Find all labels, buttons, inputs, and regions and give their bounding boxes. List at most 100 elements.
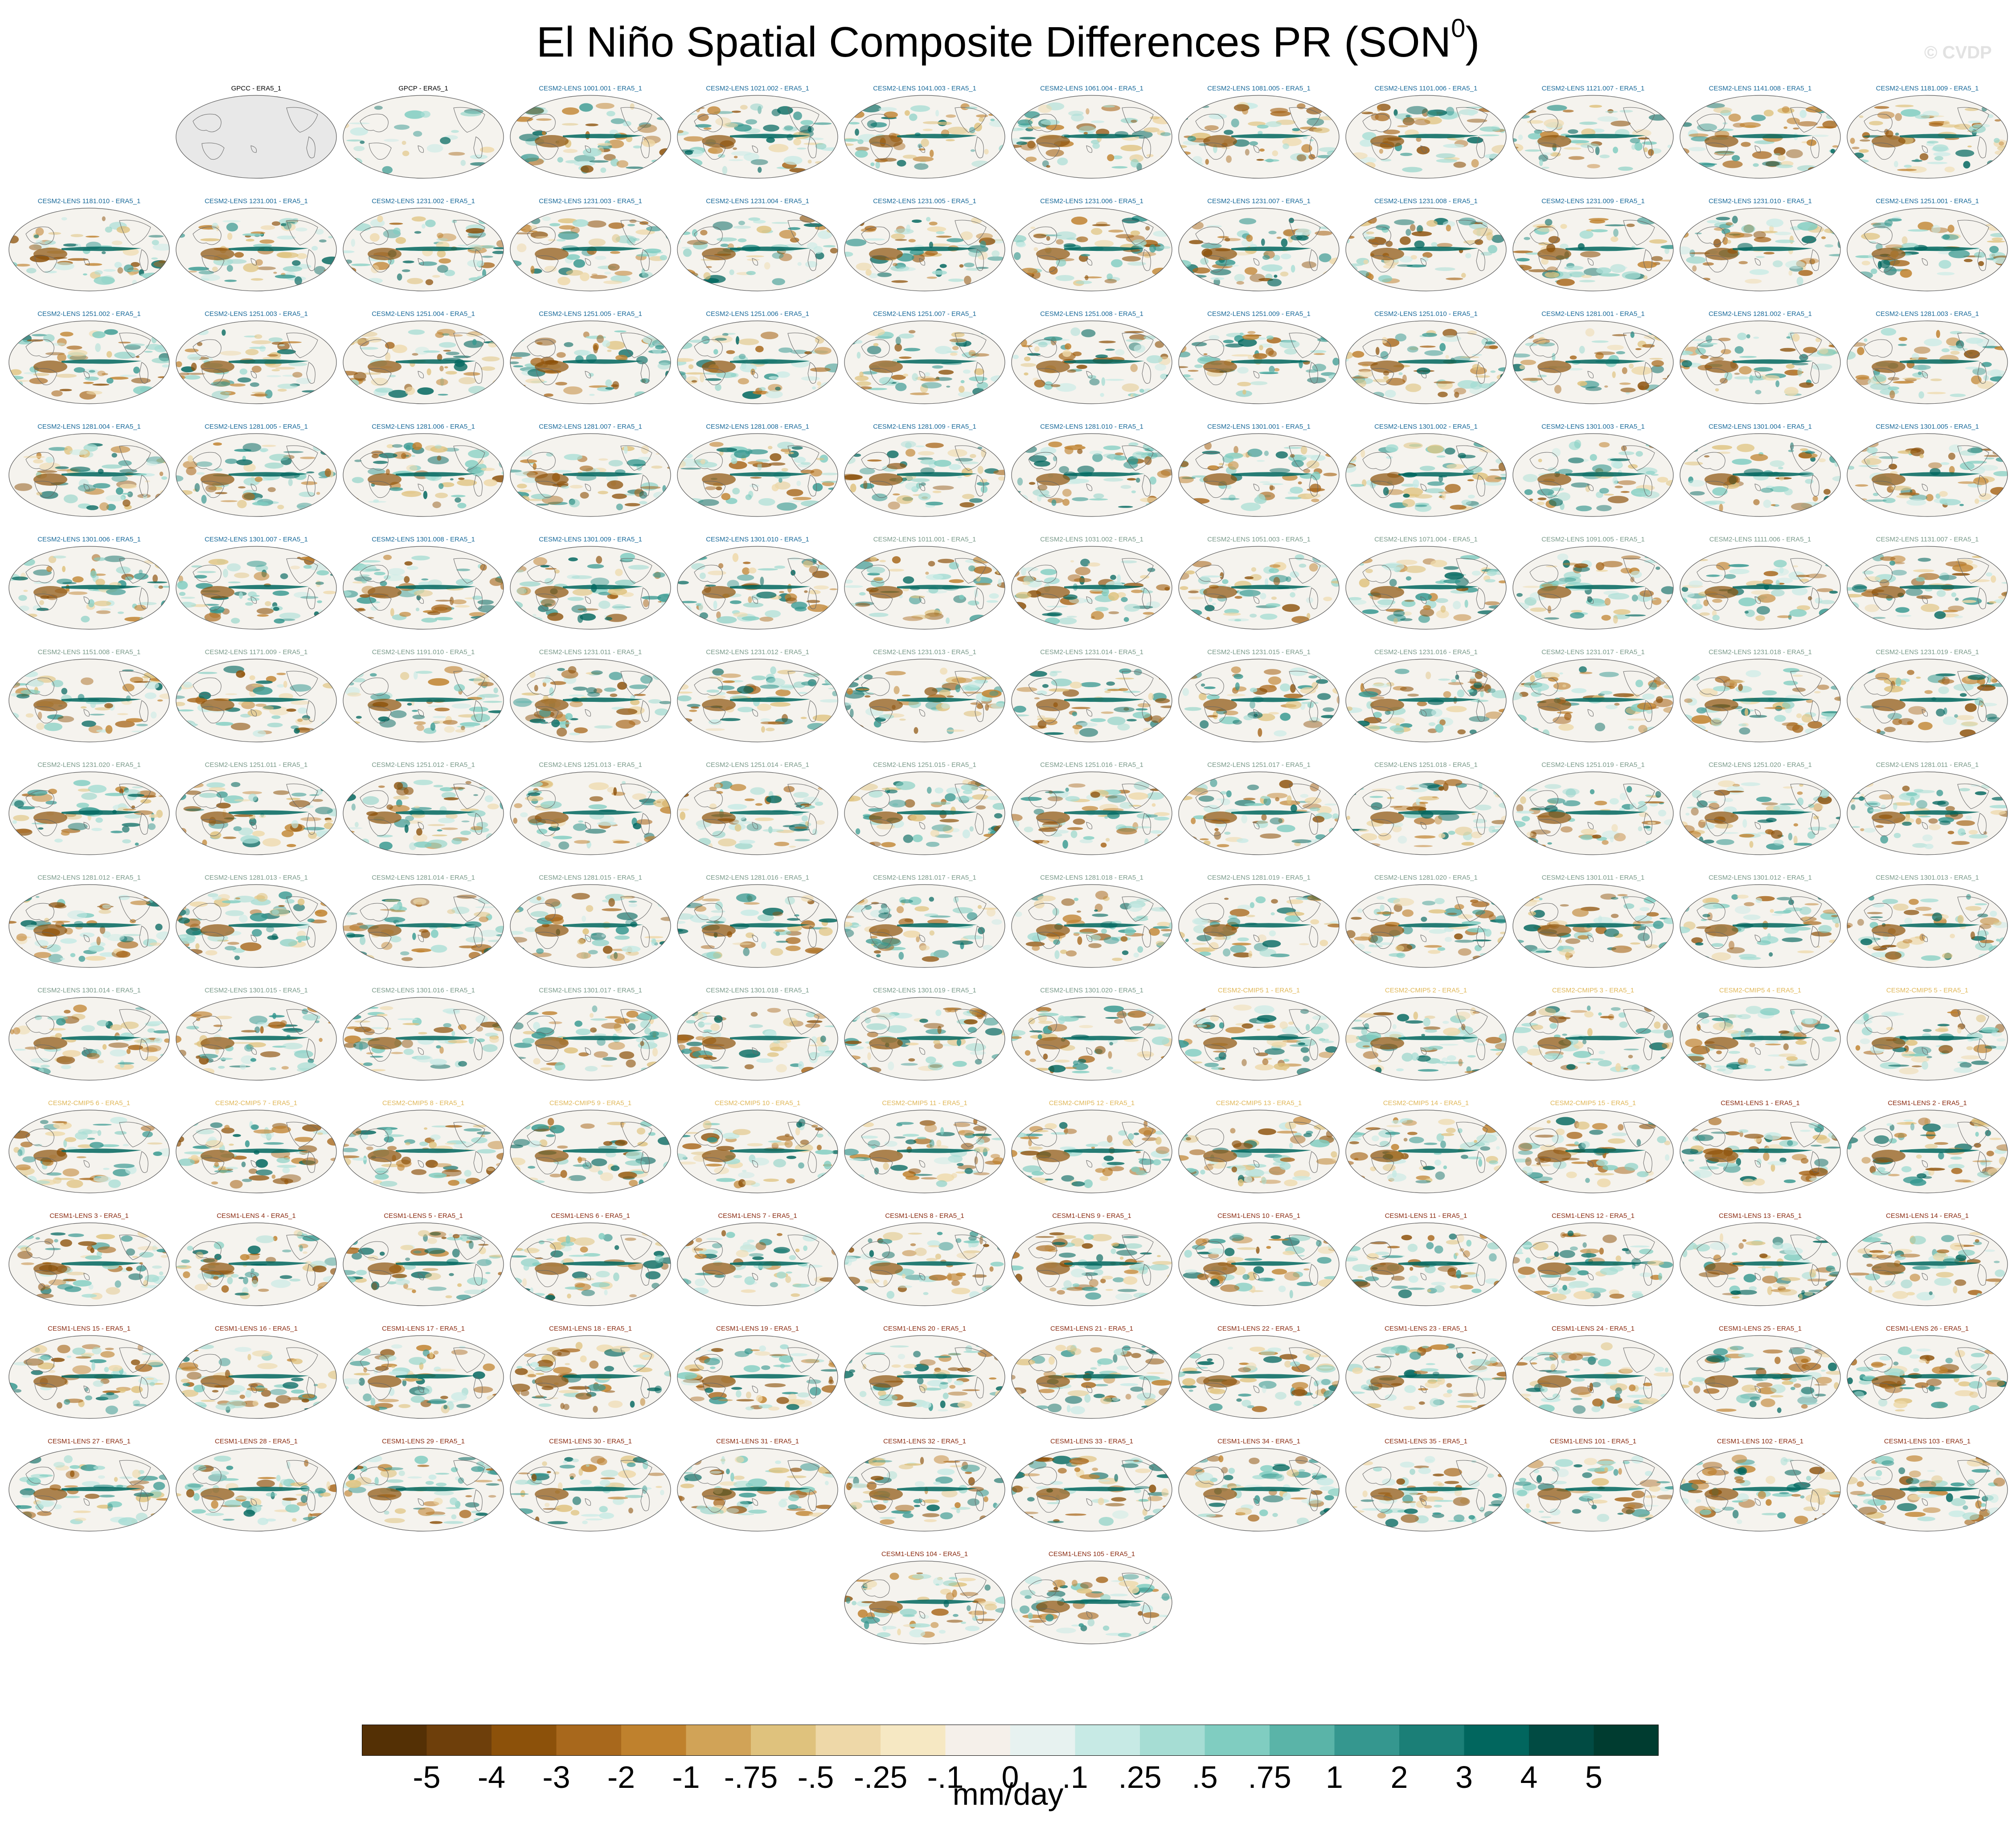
map-panel xyxy=(844,1448,1005,1532)
colorbar-tick-label: -.25 xyxy=(853,1760,908,1795)
panel-title: CESM2-LENS 1301.001 - ERA5_1 xyxy=(1207,423,1311,430)
panel-title: CESM2-LENS 1301.002 - ERA5_1 xyxy=(1374,423,1478,430)
panel-title: CESM2-CMIP5 5 - ERA5_1 xyxy=(1886,987,1969,994)
map-panel xyxy=(1847,1222,2008,1306)
map-panel xyxy=(343,1335,504,1419)
panel-title: CESM2-CMIP5 6 - ERA5_1 xyxy=(48,1099,131,1107)
panel-title: CESM1-LENS 9 - ERA5_1 xyxy=(1052,1212,1131,1220)
panel-title: CESM2-CMIP5 7 - ERA5_1 xyxy=(215,1099,298,1107)
panel-title: CESM2-LENS 1111.006 - ERA5_1 xyxy=(1709,536,1811,543)
map-panel xyxy=(1178,1335,1340,1419)
map-panel xyxy=(1178,997,1340,1081)
panel-title: CESM2-LENS 1021.002 - ERA5_1 xyxy=(706,85,809,92)
map-panel xyxy=(1011,771,1172,855)
panel-title: CESM1-LENS 1 - ERA5_1 xyxy=(1721,1099,1800,1107)
panel-title: CESM2-LENS 1251.013 - ERA5_1 xyxy=(539,761,642,769)
map-panel xyxy=(343,771,504,855)
panel-title: CESM1-LENS 12 - ERA5_1 xyxy=(1552,1212,1635,1220)
map-panel xyxy=(1345,997,1507,1081)
map-panel xyxy=(176,1448,337,1532)
panel-title: CESM2-LENS 1251.005 - ERA5_1 xyxy=(539,310,642,318)
map-panel xyxy=(8,997,170,1081)
panel-title: CESM2-LENS 1281.009 - ERA5_1 xyxy=(873,423,976,430)
colorbar-tick-label: -1 xyxy=(672,1760,700,1795)
map-panel xyxy=(8,1222,170,1306)
panel-title: CESM1-LENS 29 - ERA5_1 xyxy=(382,1438,465,1445)
map-panel xyxy=(844,884,1005,968)
panel-title: CESM1-LENS 21 - ERA5_1 xyxy=(1050,1325,1133,1332)
map-panel xyxy=(1345,433,1507,517)
map-panel xyxy=(1680,884,1841,968)
panel-title: CESM2-LENS 1301.008 - ERA5_1 xyxy=(372,536,475,543)
map-panel xyxy=(1512,659,1674,742)
map-panel xyxy=(1847,1110,2008,1193)
panel-title: CESM2-LENS 1281.014 - ERA5_1 xyxy=(372,874,475,881)
panel-title: CESM1-LENS 4 - ERA5_1 xyxy=(217,1212,296,1220)
map-panel xyxy=(8,1110,170,1193)
colorbar-segment xyxy=(815,1725,881,1756)
colorbar-tick-label: 3 xyxy=(1455,1760,1473,1795)
map-panel xyxy=(1847,546,2008,630)
panel-title: CESM2-LENS 1031.002 - ERA5_1 xyxy=(1040,536,1143,543)
map-panel xyxy=(8,546,170,630)
panel-title: CESM2-LENS 1281.005 - ERA5_1 xyxy=(205,423,308,430)
panel-title: CESM1-LENS 18 - ERA5_1 xyxy=(549,1325,632,1332)
panel-title: CESM2-LENS 1281.001 - ERA5_1 xyxy=(1541,310,1645,318)
map-panel xyxy=(343,659,504,742)
panel-title: GPCP - ERA5_1 xyxy=(398,85,448,92)
map-panel xyxy=(1345,1222,1507,1306)
panel-title: CESM2-LENS 1231.001 - ERA5_1 xyxy=(205,197,308,205)
colorbar-tick-label: -.5 xyxy=(797,1760,834,1795)
map-panel xyxy=(1345,1110,1507,1193)
panel-title: CESM1-LENS 33 - ERA5_1 xyxy=(1050,1438,1133,1445)
panel-title: CESM2-LENS 1231.012 - ERA5_1 xyxy=(706,648,809,656)
panel-title: CESM1-LENS 15 - ERA5_1 xyxy=(48,1325,131,1332)
map-panel xyxy=(343,433,504,517)
chart-title-text: El Niño Spatial Composite Differences PR… xyxy=(536,18,1451,66)
panel-title: CESM2-LENS 1251.018 - ERA5_1 xyxy=(1374,761,1478,769)
colorbar-segment xyxy=(1464,1725,1529,1756)
panel-title: CESM2-LENS 1231.016 - ERA5_1 xyxy=(1374,648,1478,656)
map-panel xyxy=(1847,771,2008,855)
map-panel xyxy=(1345,95,1507,179)
map-panel xyxy=(1847,433,2008,517)
map-panel xyxy=(677,997,838,1081)
panel-title: CESM1-LENS 101 - ERA5_1 xyxy=(1549,1438,1637,1445)
colorbar-segment xyxy=(945,1725,1011,1756)
map-panel xyxy=(677,320,838,404)
panel-title: CESM1-LENS 27 - ERA5_1 xyxy=(48,1438,131,1445)
panel-title: CESM2-LENS 1091.005 - ERA5_1 xyxy=(1541,536,1645,543)
colorbar-tick-label: -3 xyxy=(542,1760,570,1795)
map-panel xyxy=(1847,1335,2008,1419)
map-panel xyxy=(1345,659,1507,742)
panel-title: CESM1-LENS 103 - ERA5_1 xyxy=(1884,1438,1971,1445)
panel-title: CESM2-LENS 1281.010 - ERA5_1 xyxy=(1040,423,1143,430)
panel-title: CESM2-LENS 1251.006 - ERA5_1 xyxy=(706,310,809,318)
panel-title: CESM1-LENS 6 - ERA5_1 xyxy=(551,1212,630,1220)
panel-title: CESM1-LENS 25 - ERA5_1 xyxy=(1719,1325,1802,1332)
map-panel xyxy=(176,433,337,517)
map-panel xyxy=(1680,1222,1841,1306)
panel-title: CESM2-LENS 1251.010 - ERA5_1 xyxy=(1374,310,1478,318)
panel-title: CESM2-LENS 1281.011 - ERA5_1 xyxy=(1876,761,1979,769)
panel-title: CESM1-LENS 30 - ERA5_1 xyxy=(549,1438,632,1445)
map-panel xyxy=(677,771,838,855)
panel-title: CESM2-LENS 1301.010 - ERA5_1 xyxy=(706,536,809,543)
map-panel xyxy=(510,208,671,291)
map-panel xyxy=(343,884,504,968)
colorbar-segment xyxy=(1399,1725,1464,1756)
map-panel xyxy=(343,208,504,291)
map-panel xyxy=(510,546,671,630)
panel-title: CESM2-LENS 1281.017 - ERA5_1 xyxy=(873,874,976,881)
panel-title: CESM2-CMIP5 15 - ERA5_1 xyxy=(1550,1099,1636,1107)
map-panel xyxy=(1178,1110,1340,1193)
panel-title: CESM2-LENS 1051.003 - ERA5_1 xyxy=(1207,536,1311,543)
map-panel xyxy=(1011,1561,1172,1644)
panel-title: CESM2-CMIP5 3 - ERA5_1 xyxy=(1552,987,1635,994)
panel-title: CESM2-LENS 1251.004 - ERA5_1 xyxy=(372,310,475,318)
panel-title: CESM1-LENS 14 - ERA5_1 xyxy=(1886,1212,1969,1220)
map-panel xyxy=(677,884,838,968)
panel-title: CESM1-LENS 16 - ERA5_1 xyxy=(215,1325,298,1332)
panel-title: CESM2-LENS 1191.010 - ERA5_1 xyxy=(372,648,475,656)
panel-title: CESM1-LENS 19 - ERA5_1 xyxy=(716,1325,799,1332)
